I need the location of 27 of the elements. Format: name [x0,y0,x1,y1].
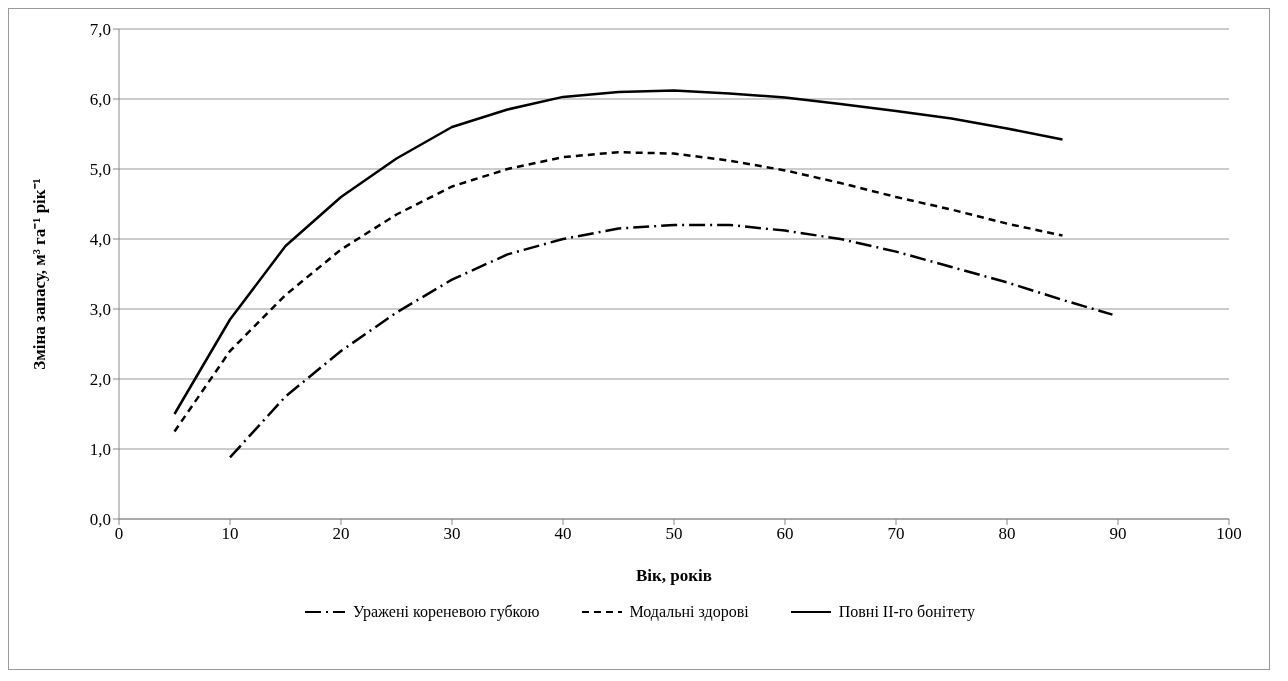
x-tick-label: 60 [776,524,794,544]
y-tick-label: 7,0 [89,20,111,40]
y-tick-label: 3,0 [89,300,111,320]
x-tick-label: 80 [998,524,1016,544]
y-tick-label: 4,0 [89,230,111,250]
x-axis-title: Вік, років [635,566,713,585]
x-tick-label: 100 [1216,524,1242,544]
x-tick-label: 0 [114,524,124,544]
line-series [228,223,1114,459]
legend-label: Модальні здорові [629,603,749,621]
line-series [173,150,1064,433]
y-tick-label: 5,0 [89,160,111,180]
x-tick-label: 50 [665,524,683,544]
y-tick-label: 2,0 [89,370,111,390]
line-series [173,89,1064,416]
x-tick-label: 20 [332,524,350,544]
y-tick-label: 1,0 [89,440,111,460]
y-tick-label: 0,0 [89,510,111,530]
x-tick-label: 10 [221,524,239,544]
x-tick-label: 30 [443,524,461,544]
x-tick-label: 70 [887,524,905,544]
y-tick-label: 6,0 [89,90,111,110]
legend-label: Уражені кореневою губкою [352,603,540,621]
x-tick-label: 40 [554,524,572,544]
legend-label: Повні ІІ-го бонітету [838,603,976,621]
y-axis-title: Зміна запасу, м³ га⁻¹ рік⁻¹ [30,178,50,370]
x-tick-label: 90 [1109,524,1127,544]
